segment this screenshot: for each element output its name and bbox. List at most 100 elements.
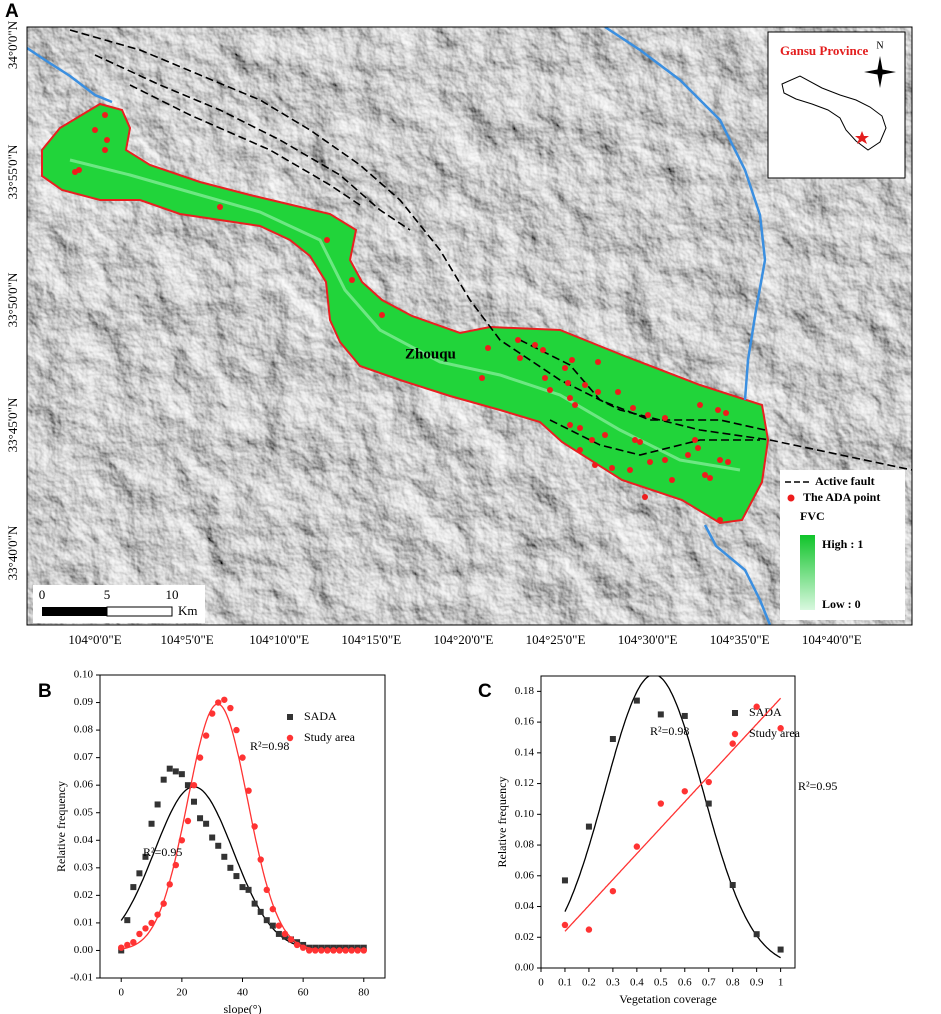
data-point [324,947,331,954]
legend-label: Study area [304,730,356,744]
valley [69,158,741,472]
scale-label: 5 [104,587,111,602]
ada-point [695,445,701,451]
data-point [354,947,361,954]
x-tick-label: 40 [237,987,249,999]
y-tick-label: 0.04 [74,834,94,846]
ada-point [642,494,648,500]
data-point [336,947,343,954]
ada-point [637,439,643,445]
data-point [190,781,198,789]
ada-point [717,517,723,523]
ada-point [609,465,615,471]
y-tick-label: 0.00 [515,962,535,974]
y-tick-label: 0.14 [515,746,535,758]
data-point [209,834,216,841]
annotation: R²=0.98 [650,724,689,738]
data-point [753,703,760,710]
data-point [130,884,137,891]
data-point [233,726,240,734]
scale-label: 10 [166,587,179,602]
data-point [681,712,688,719]
ada-point [102,147,108,153]
data-point [221,853,228,860]
ada-point [592,462,598,468]
y-tick-label: 0.06 [74,779,94,791]
ada-point [602,432,608,438]
ada-point [707,475,713,481]
legend-label: Active fault [815,474,875,488]
legend-marker [286,734,294,742]
hillshade [27,27,912,625]
x-tick-label: 60 [298,987,310,999]
y-tick-label: 0.03 [74,861,94,873]
lon-label: 104°35'0"E [710,632,770,647]
data-point [251,823,258,830]
data-point [705,800,712,807]
data-point [729,740,736,747]
lon-label: 104°20'0"E [434,632,494,647]
place-label: Zhouqu [405,346,456,362]
ada-point [577,425,583,431]
data-point [166,765,173,772]
legend-marker [731,730,739,738]
data-point [136,930,143,938]
data-point [160,776,167,783]
lat-label: 33°55'0"N [5,144,20,199]
data-point [239,884,246,891]
data-point [251,900,258,907]
ada-point [567,395,573,401]
study-area [41,102,770,525]
ada-point [76,167,82,173]
y-tick-label: 0.02 [74,889,93,901]
y-tick-label: 0.09 [74,696,94,708]
data-point [585,823,592,830]
data-point [154,911,161,918]
data-point [172,861,179,869]
data-point [312,947,319,954]
data-point [142,925,149,932]
map-body [27,27,912,625]
ada-point [645,412,651,418]
data-point [777,946,784,953]
data-point [202,732,210,739]
data-point [269,905,277,913]
scale-bar: 0 5 10 Km [33,585,205,623]
ada-point [717,457,723,463]
ada-point [715,407,721,413]
legend-title: FVC [800,509,825,523]
map-legend: Active fault The ADA point FVC High : 1 … [780,470,905,620]
y-tick-label: 0.05 [74,806,94,818]
map-panel: A Zhouqu Gansu Province [5,1,913,626]
ada-point [662,415,668,421]
data-point [197,815,204,822]
y-tick-label: 0.04 [515,900,535,912]
data-point [275,930,282,937]
legend-label: The ADA point [803,490,880,504]
ada-point [662,457,668,463]
data-point [215,842,222,849]
data-point [657,800,665,807]
data-point [299,944,307,951]
data-point [633,697,640,704]
data-point [166,881,173,888]
data-point [561,877,568,884]
lat-label: 34°0'0"N [5,20,20,69]
x-tick-label: 0 [118,987,124,999]
inset: Gansu Province N [767,31,906,179]
ada-point [515,337,521,343]
legend-marker [732,710,738,716]
data-point [609,736,616,743]
x-tick-label: 0.4 [630,977,644,989]
data-point [348,947,355,954]
data-point [190,798,197,805]
data-point [269,922,276,929]
data-point [184,817,192,825]
x-tick-label: 0.1 [558,977,572,989]
plot-frame [99,674,386,979]
data-point [257,856,264,863]
data-point [178,837,186,844]
fit-curve [120,786,364,952]
data-point [148,919,155,927]
data-point [729,882,736,889]
